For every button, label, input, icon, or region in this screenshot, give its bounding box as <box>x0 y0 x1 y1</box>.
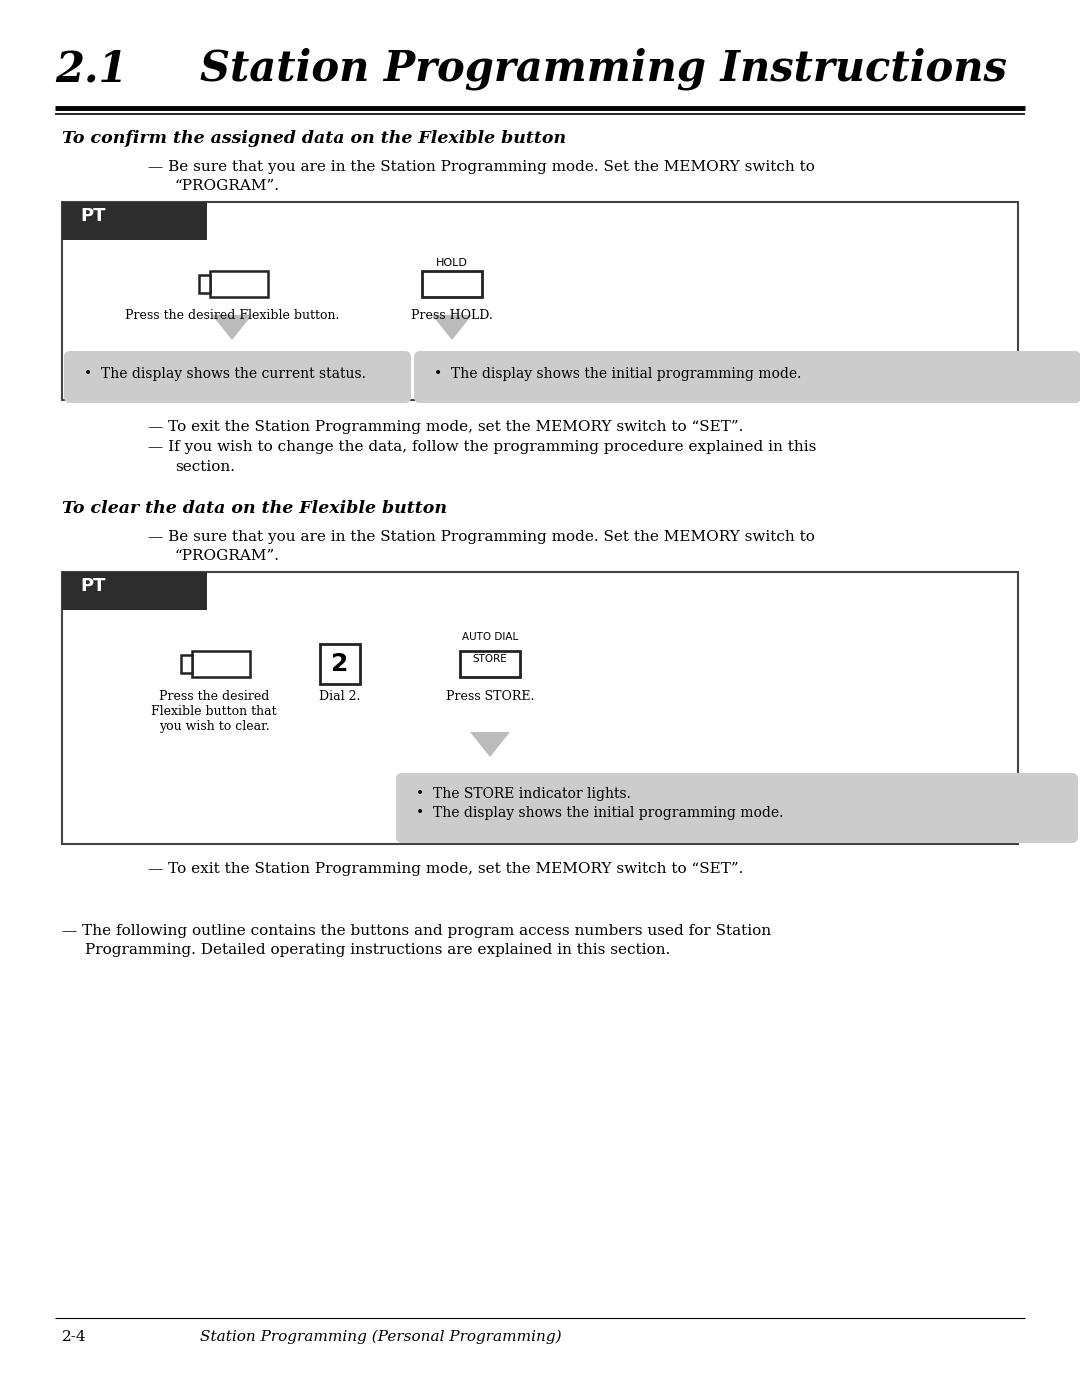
Bar <box>192 651 249 678</box>
Text: — If you wish to change the data, follow the programming procedure explained in : — If you wish to change the data, follow… <box>148 440 816 454</box>
FancyBboxPatch shape <box>64 351 411 402</box>
Text: •  The display shows the initial programming mode.: • The display shows the initial programm… <box>434 367 801 381</box>
Bar <box>460 651 519 678</box>
Text: PT: PT <box>80 207 106 225</box>
Bar <box>422 271 482 298</box>
Text: Station Programming Instructions: Station Programming Instructions <box>200 47 1007 91</box>
Text: Station Programming (Personal Programming): Station Programming (Personal Programmin… <box>200 1330 562 1344</box>
Text: STORE: STORE <box>473 654 508 664</box>
Text: “PROGRAM”.: “PROGRAM”. <box>175 549 280 563</box>
Bar <box>199 275 210 293</box>
Text: •  The display shows the current status.: • The display shows the current status. <box>84 367 366 381</box>
Text: — To exit the Station Programming mode, set the MEMORY switch to “SET”.: — To exit the Station Programming mode, … <box>148 420 743 434</box>
Text: 2-4: 2-4 <box>62 1330 86 1344</box>
Text: Press HOLD.: Press HOLD. <box>411 309 492 321</box>
Text: — The following outline contains the buttons and program access numbers used for: — The following outline contains the but… <box>62 923 771 937</box>
Text: “PROGRAM”.: “PROGRAM”. <box>175 179 280 193</box>
Bar <box>210 271 268 298</box>
Bar <box>62 571 207 610</box>
Text: Press the desired
Flexible button that
you wish to clear.: Press the desired Flexible button that y… <box>151 690 276 733</box>
Text: — To exit the Station Programming mode, set the MEMORY switch to “SET”.: — To exit the Station Programming mode, … <box>148 862 743 876</box>
Text: PT: PT <box>80 577 106 595</box>
Bar <box>62 203 1018 400</box>
Bar <box>320 644 360 685</box>
Text: To clear the data on the Flexible button: To clear the data on the Flexible button <box>62 500 447 517</box>
Text: Programming. Detailed operating instructions are explained in this section.: Programming. Detailed operating instruct… <box>85 943 671 957</box>
Text: — Be sure that you are in the Station Programming mode. Set the MEMORY switch to: — Be sure that you are in the Station Pr… <box>148 529 815 543</box>
Bar <box>62 571 1018 844</box>
Text: Dial 2.: Dial 2. <box>320 690 361 703</box>
Text: 2: 2 <box>332 652 349 676</box>
Text: •  The display shows the initial programming mode.: • The display shows the initial programm… <box>416 806 783 820</box>
FancyBboxPatch shape <box>414 351 1080 402</box>
Text: To confirm the assigned data on the Flexible button: To confirm the assigned data on the Flex… <box>62 130 566 147</box>
Text: section.: section. <box>175 460 235 474</box>
Bar <box>181 655 192 673</box>
Text: •  The STORE indicator lights.: • The STORE indicator lights. <box>416 787 631 800</box>
Polygon shape <box>470 732 510 757</box>
FancyBboxPatch shape <box>396 773 1078 842</box>
Polygon shape <box>432 314 472 339</box>
Text: AUTO DIAL: AUTO DIAL <box>462 631 518 643</box>
Text: — Be sure that you are in the Station Programming mode. Set the MEMORY switch to: — Be sure that you are in the Station Pr… <box>148 161 815 175</box>
Text: 2.1: 2.1 <box>55 47 127 89</box>
Text: Press STORE.: Press STORE. <box>446 690 535 703</box>
Polygon shape <box>212 314 252 339</box>
Bar <box>62 203 207 240</box>
Text: Press the desired Flexible button.: Press the desired Flexible button. <box>125 309 339 321</box>
Text: HOLD: HOLD <box>436 258 468 268</box>
